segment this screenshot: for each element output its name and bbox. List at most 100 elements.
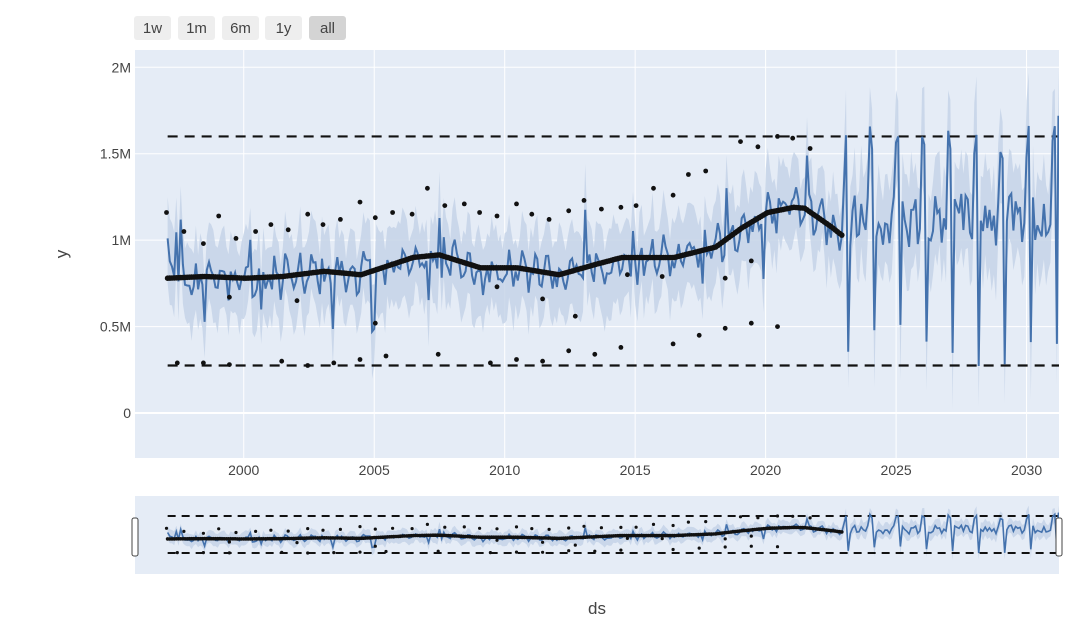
observed-point [201, 241, 206, 247]
range-slider-point [808, 516, 812, 520]
range-button-label: 1y [276, 20, 292, 37]
observed-point [357, 357, 363, 362]
range-slider-point [686, 520, 691, 524]
y-tick-label: 2M [112, 59, 131, 75]
range-button-6m[interactable]: 6m [222, 16, 259, 40]
observed-point [618, 345, 624, 350]
range-slider-point [280, 550, 284, 554]
observed-point [294, 298, 300, 304]
observed-point [477, 210, 482, 215]
range-slider-point [391, 526, 395, 530]
x-tick-label: 2015 [620, 462, 651, 478]
observed-point [174, 360, 180, 366]
range-slider-point [573, 543, 577, 547]
observed-point [566, 348, 572, 354]
capacity-lines [167, 135, 1059, 367]
y-tick-label: 1.5M [100, 146, 131, 162]
observed-point [839, 232, 845, 238]
observed-point [755, 144, 761, 150]
range-slider-point [791, 514, 795, 518]
range-slider-point [756, 516, 760, 520]
range-slider-point [749, 534, 753, 538]
range-slider-point [671, 523, 675, 528]
range-button-1w[interactable]: 1w [134, 16, 171, 40]
observed-point [592, 351, 598, 357]
observed-point [372, 215, 378, 221]
range-slider-point [651, 522, 656, 527]
x-tick-label: 2005 [359, 462, 390, 478]
range-slider-point [443, 525, 447, 529]
range-button-label: 1w [143, 20, 162, 37]
range-slider-point [840, 530, 844, 534]
range-slider-point [541, 540, 545, 544]
range-slider-point [567, 526, 571, 530]
range-slider-point [697, 546, 701, 550]
observed-point [546, 217, 552, 222]
observed-point [529, 211, 535, 217]
observed-point [253, 229, 258, 234]
observed-point [775, 324, 780, 329]
range-slider-point [488, 551, 492, 555]
range-slider-point [332, 551, 336, 555]
observed-point [488, 360, 493, 366]
range-slider-point [201, 551, 205, 555]
observed-point [738, 139, 743, 145]
range-slider-point [749, 544, 753, 548]
range-slider-point [175, 551, 179, 555]
range-slider[interactable] [131, 496, 1063, 574]
observed-point [633, 203, 639, 209]
observed-point [331, 360, 337, 366]
range-slider-handles[interactable] [131, 517, 1063, 557]
range-button-1y[interactable]: 1y [265, 16, 302, 40]
observed-point [775, 134, 780, 139]
observed-point [703, 168, 709, 174]
y-axis-title: y [52, 249, 71, 258]
y-tick-label: 0.5M [100, 319, 131, 335]
range-slider-point [384, 549, 388, 554]
range-slider-right-handle[interactable] [1055, 517, 1063, 557]
range-slider-point [436, 549, 440, 553]
range-slider-point [373, 527, 377, 531]
range-button-bg [309, 16, 346, 40]
range-slider-point [295, 541, 299, 545]
range-button-bg [265, 16, 302, 40]
observed-point [748, 258, 754, 264]
range-slider-point [306, 527, 310, 531]
range-slider-point [227, 540, 231, 544]
observed-point [670, 192, 676, 198]
y-tick-label: 1M [112, 232, 131, 248]
observed-point [659, 274, 665, 279]
range-slider-point [634, 525, 638, 529]
x-tick-label: 2025 [881, 462, 912, 478]
range-button-1m[interactable]: 1m [178, 16, 215, 40]
observed-point [670, 341, 676, 347]
observed-point [581, 198, 587, 203]
range-slider-point [182, 529, 186, 534]
range-slider-point [306, 551, 310, 555]
range-button-all[interactable]: all [309, 16, 346, 40]
observed-point [338, 217, 343, 222]
observed-point [807, 146, 813, 151]
range-slider-band-area [167, 505, 1059, 561]
range-slider-point [541, 550, 545, 554]
range-button-bg [222, 16, 259, 40]
observed-point [279, 358, 285, 364]
observed-point [696, 332, 702, 338]
x-tick-label: 2020 [750, 462, 781, 478]
x-tick-label: 2030 [1011, 462, 1042, 478]
observed-point [227, 362, 232, 367]
observed-point [305, 363, 311, 368]
observed-points [164, 134, 845, 368]
observed-point [651, 185, 656, 191]
main-plot-area[interactable] [135, 50, 1059, 458]
observed-point [164, 210, 169, 215]
observed-point [201, 360, 206, 366]
range-slider-point [738, 515, 743, 519]
observed-point [216, 213, 222, 219]
observed-point [572, 313, 578, 319]
range-slider-point [625, 536, 630, 541]
observed-point [305, 211, 311, 217]
range-slider-point [671, 547, 675, 552]
range-slider-left-handle[interactable] [131, 517, 139, 557]
observed-point [748, 320, 754, 326]
